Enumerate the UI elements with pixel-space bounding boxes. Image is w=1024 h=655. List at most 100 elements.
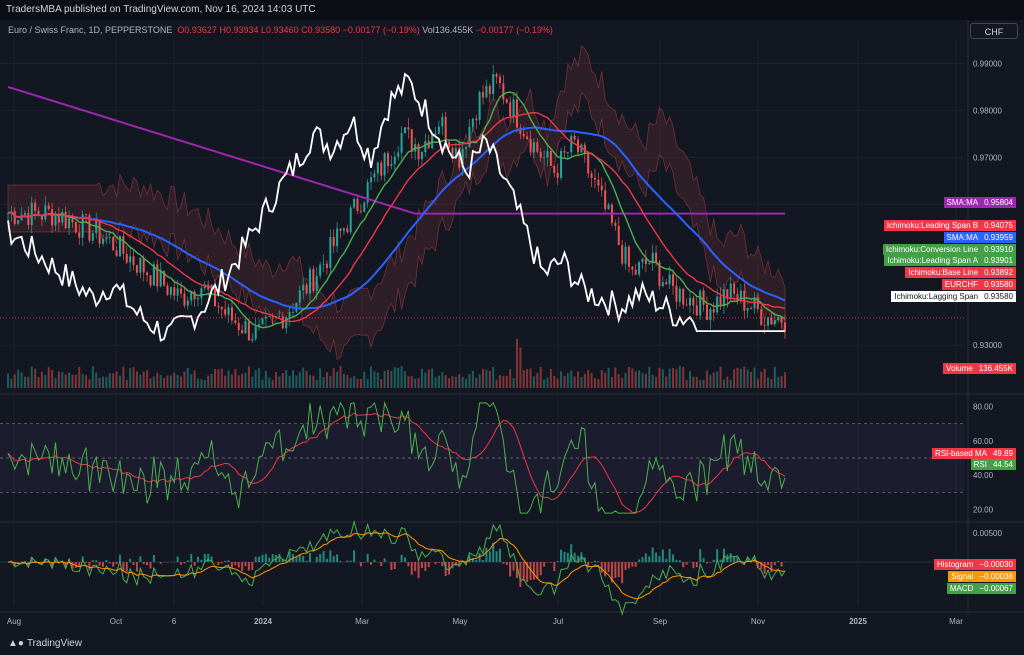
candle-body (638, 262, 641, 275)
candle-body (390, 163, 393, 166)
volume-bar (105, 376, 108, 388)
macd-histogram-bar (339, 560, 342, 563)
candle-body (726, 289, 729, 300)
candle-body (753, 297, 756, 309)
indicator-label-name: Ichimoku:Conversion Line (883, 244, 982, 255)
macd-histogram-bar (709, 562, 712, 563)
candle-body (580, 144, 583, 153)
x-tick-label: Nov (751, 617, 765, 626)
macd-histogram-bar (305, 560, 308, 563)
volume-bar (173, 372, 176, 388)
indicator-label-value: 0.93901 (981, 255, 1016, 266)
candle-body (146, 272, 149, 276)
x-tick-label: Sep (653, 617, 668, 626)
candle-body (641, 258, 644, 263)
volume-bar (234, 368, 237, 388)
volume-bar (139, 374, 142, 388)
macd-histogram-bar (244, 562, 247, 567)
candle-body (526, 136, 529, 139)
volume-bar (512, 378, 515, 388)
macd-histogram-bar (118, 554, 121, 563)
macd-histogram-bar (346, 560, 349, 563)
volume-bar (655, 376, 658, 388)
volume-bar (57, 371, 60, 388)
candle-body (387, 153, 390, 166)
macd-histogram-bar (183, 562, 186, 564)
volume-bar (118, 375, 121, 388)
indicator-label: Ichimoku:Leading Span B 0.94075 (883, 220, 1016, 231)
macd-histogram-bar (237, 562, 240, 568)
ohlc-legend: Euro / Swiss Franc, 1D, PEPPERSTONE O0.9… (8, 25, 553, 35)
macd-histogram-bar (275, 554, 278, 563)
volume-bar (621, 377, 624, 388)
indicator-label-value: 0.93580 (981, 291, 1016, 302)
candle-body (27, 212, 30, 226)
volume-bar (468, 374, 471, 388)
candle-body (173, 287, 176, 296)
candle-body (678, 288, 681, 302)
volume-bar (498, 375, 501, 388)
candle-body (34, 202, 37, 211)
symbol-title[interactable]: Euro / Swiss Franc, 1D, PEPPERSTONE (8, 25, 173, 35)
indicator-label-value: 0.94075 (981, 220, 1016, 231)
volume-bar (359, 379, 362, 388)
volume-bar (129, 368, 132, 388)
macd-histogram-bar (522, 562, 525, 581)
volume-bar (685, 379, 688, 388)
candle-body (342, 228, 345, 231)
candle-body (308, 269, 311, 294)
macd-histogram-bar (380, 562, 383, 567)
macd-histogram-bar (264, 553, 267, 563)
volume-bar (614, 367, 617, 388)
indicator-label-name: Ichimoku:Leading Span B (883, 220, 982, 231)
macd-histogram-bar (505, 562, 508, 566)
macd-histogram-bar (203, 553, 206, 563)
volume-bar (750, 371, 753, 388)
volume-bar (224, 375, 227, 388)
candle-body (702, 290, 705, 305)
candle-body (132, 256, 135, 266)
indicator-label: SMA:MA 0.93959 (943, 232, 1016, 243)
volume-bar (349, 377, 352, 388)
volume-bar (315, 379, 318, 388)
candle-body (475, 118, 478, 121)
candle-body (454, 148, 457, 159)
indicator-label: EURCHF 0.93580 (941, 279, 1016, 290)
candle-body (193, 291, 196, 300)
candle-body (363, 202, 366, 212)
rsi-line (7, 400, 786, 514)
macd-histogram-bar (193, 562, 196, 566)
currency-button[interactable]: CHF (970, 23, 1018, 39)
macd-histogram-bar (417, 562, 420, 579)
volume-bar (417, 378, 420, 388)
candle-body (298, 290, 301, 303)
indicator-label: Ichimoku:Base Line 0.93892 (905, 267, 1016, 278)
macd-label-value: −0.00038 (976, 571, 1016, 582)
volume-bar (583, 373, 586, 388)
candle-body (410, 129, 413, 152)
volume-bar (81, 373, 84, 388)
candle-body (709, 309, 712, 320)
macd-histogram-bar (509, 562, 512, 577)
macd-histogram-bar (770, 562, 773, 573)
candle-body (98, 220, 101, 244)
footer-brand[interactable]: ▲● TradingView (8, 638, 82, 649)
volume-bar (563, 376, 566, 388)
x-tick-label: Mar (355, 617, 369, 626)
candle-body (383, 153, 386, 176)
candle-body (312, 269, 315, 291)
candle-body (770, 317, 773, 325)
candle-body (220, 306, 223, 310)
volume-bar (356, 378, 359, 388)
volume-bar (142, 371, 145, 388)
volume-bar (203, 379, 206, 388)
macd-histogram-bar (716, 549, 719, 563)
macd-histogram-bar (651, 547, 654, 563)
candle-body (682, 288, 685, 305)
candle-body (573, 135, 576, 140)
candle-body (420, 152, 423, 160)
volume-bar (736, 367, 739, 388)
publish-info: TradersMBA published on TradingView.com,… (6, 4, 316, 15)
volume-bar (665, 376, 668, 388)
